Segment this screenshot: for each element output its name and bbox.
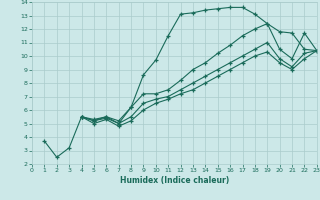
X-axis label: Humidex (Indice chaleur): Humidex (Indice chaleur) xyxy=(120,176,229,185)
